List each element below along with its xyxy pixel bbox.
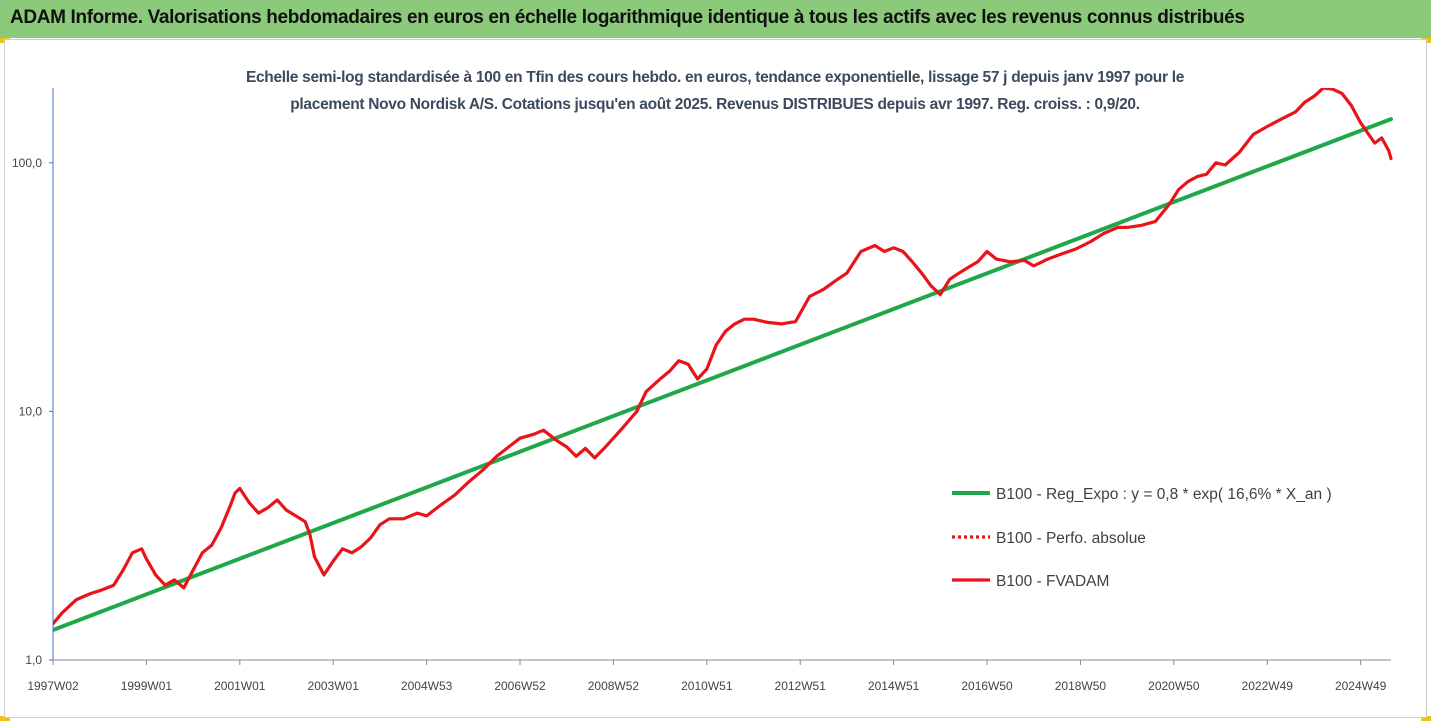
x-tick-label: 2006W52 — [494, 679, 546, 693]
x-tick-label: 2003W01 — [308, 679, 360, 693]
x-tick-label: 2010W51 — [681, 679, 733, 693]
trend-line — [53, 117, 1393, 632]
legend-label: B100 - Perfo. absolue — [996, 530, 1146, 547]
x-tick-label: 2012W51 — [775, 679, 827, 693]
y-tick-label: 100,0 — [12, 156, 42, 170]
x-tick-label: 1997W02 — [27, 679, 79, 693]
x-tick-label: 2001W01 — [214, 679, 266, 693]
x-tick-label: 1999W01 — [121, 679, 173, 693]
legend-label: B100 - FVADAM — [996, 573, 1109, 590]
y-tick-label: 10,0 — [19, 404, 43, 418]
chart-title: Echelle semi-log standardisée à 100 en T… — [150, 64, 1280, 118]
legend-label: B100 - Reg_Expo : y = 0,8 * exp( 16,6% *… — [996, 486, 1332, 503]
x-tick-label: 2004W53 — [401, 679, 453, 693]
chart-title-line: placement Novo Nordisk A/S. Cotations ju… — [290, 96, 1140, 113]
y-tick-label: 1,0 — [25, 653, 42, 667]
report-banner: ADAM Informe. Valorisations hebdomadaire… — [0, 0, 1431, 38]
corner-marker — [1421, 716, 1431, 721]
chart-title-line: Echelle semi-log standardisée à 100 en T… — [245, 69, 1185, 86]
x-tick-label: 2020W50 — [1148, 679, 1200, 693]
series-line — [53, 88, 1393, 626]
x-tick-label: 2008W52 — [588, 679, 640, 693]
corner-marker — [0, 716, 10, 721]
x-tick-label: 2022W49 — [1242, 679, 1294, 693]
x-tick-label: 2018W50 — [1055, 679, 1107, 693]
report-title: ADAM Informe. Valorisations hebdomadaire… — [10, 7, 1245, 28]
x-tick-label: 2024W49 — [1335, 679, 1387, 693]
x-tick-label: 2014W51 — [868, 679, 920, 693]
x-tick-label: 2016W50 — [961, 679, 1013, 693]
